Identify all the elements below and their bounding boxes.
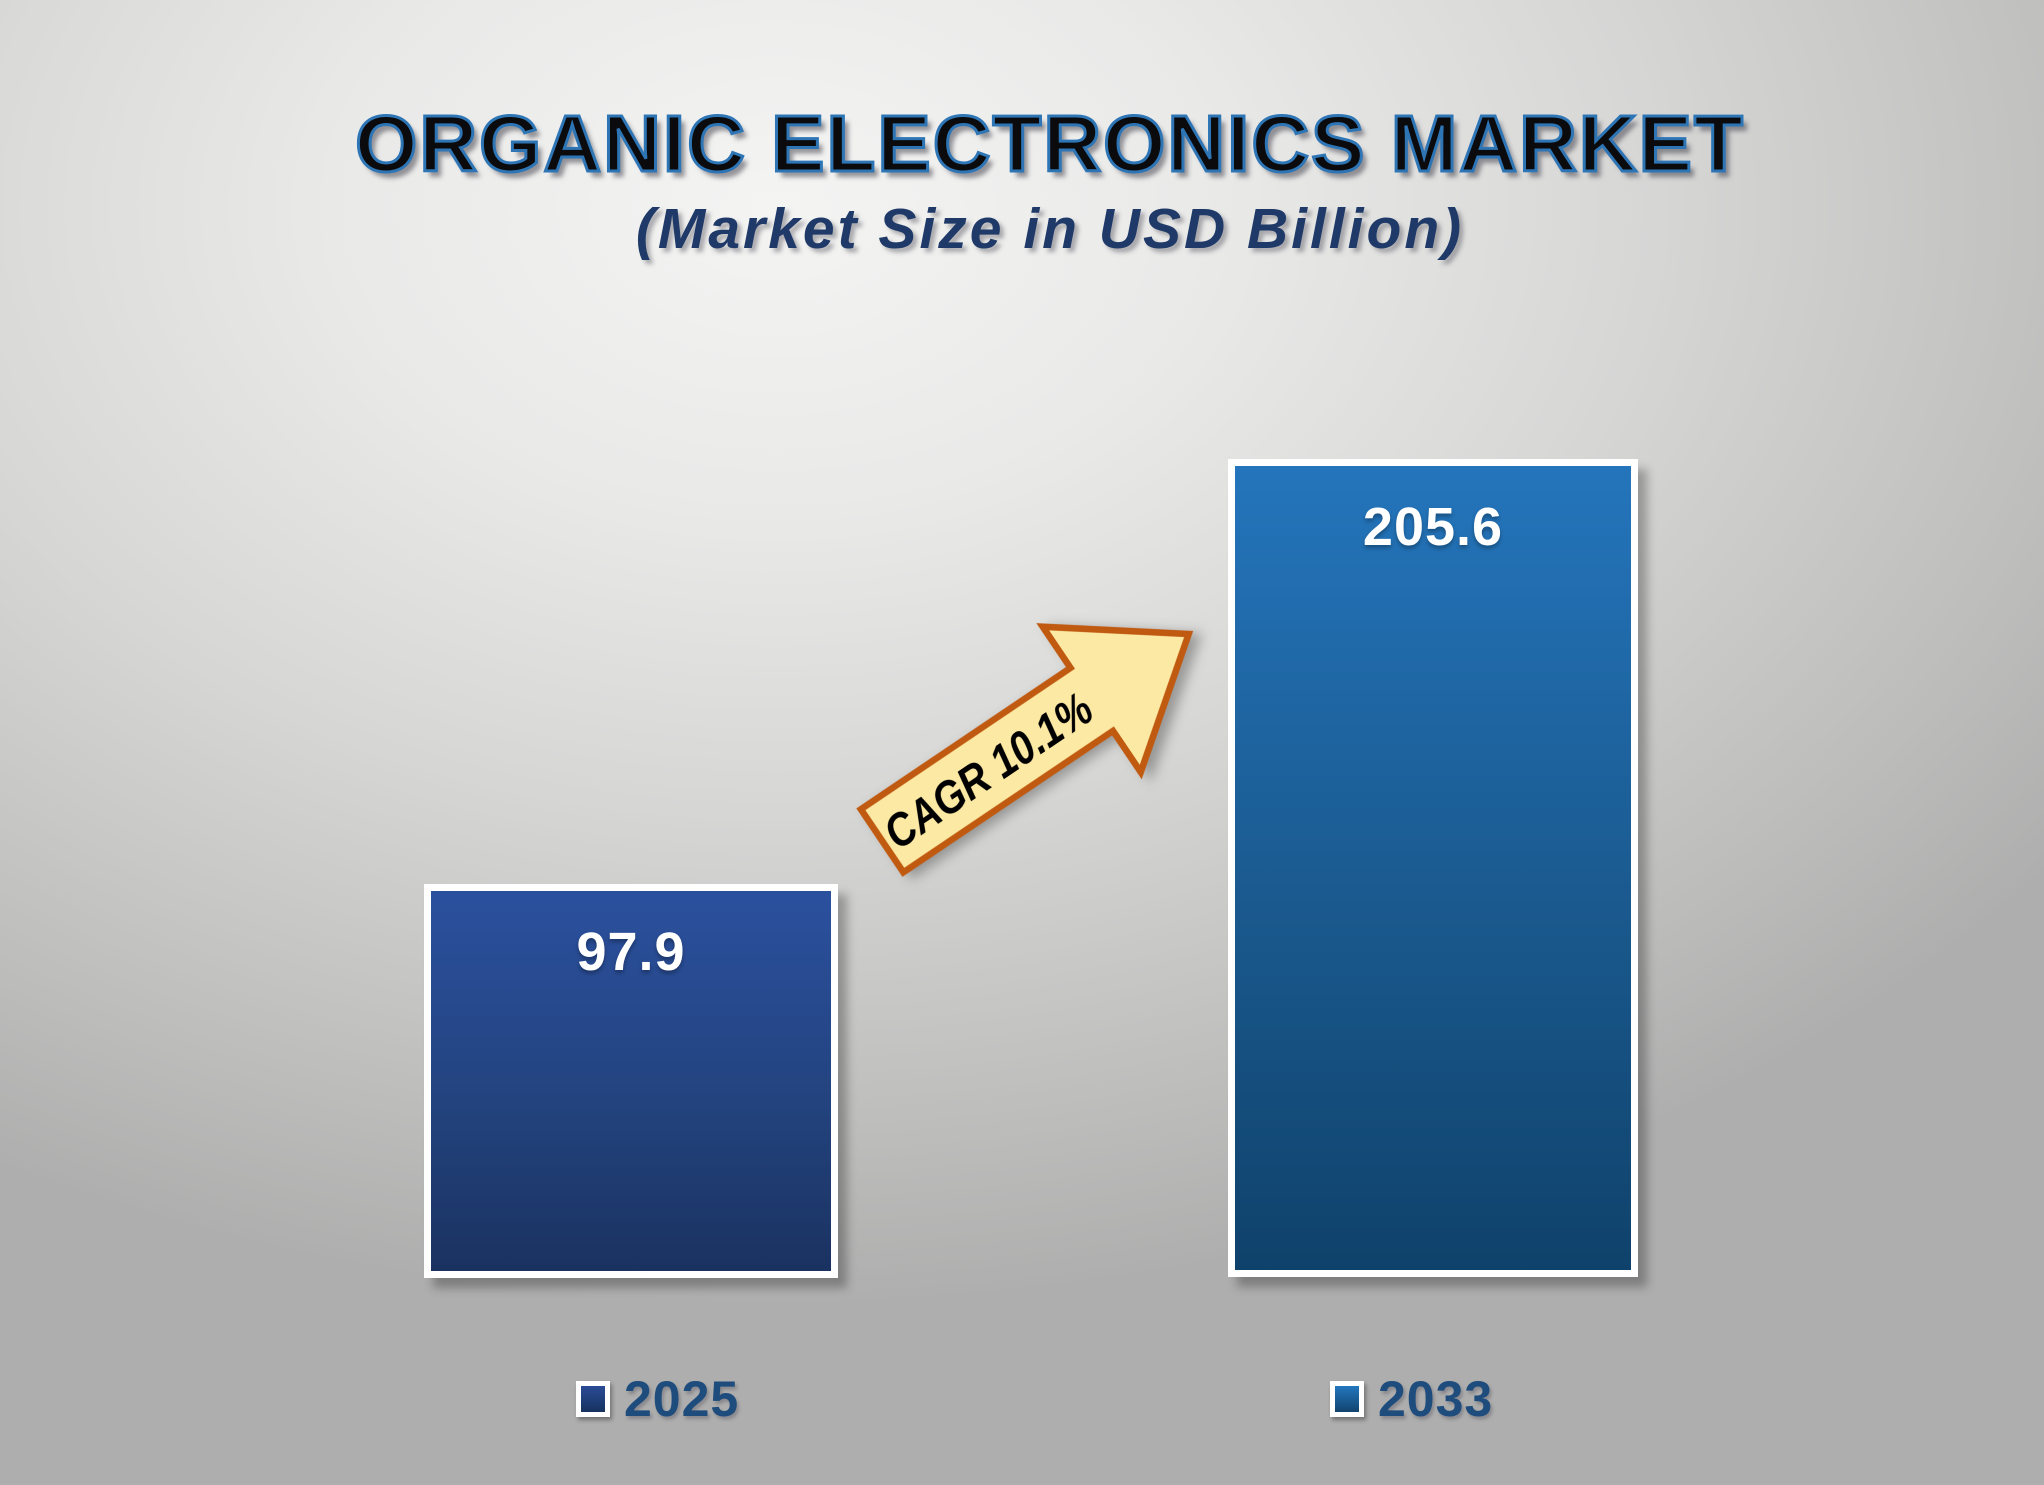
arrow-shape [856,623,1194,877]
bar-2033-value-label: 205.6 [1362,497,1504,557]
legend-label-2025: 2025 [624,1371,740,1427]
bar-2025-value-label: 97.9 [576,922,686,982]
cagr-arrow: CAGR 10.1% [825,552,1246,922]
legend-label-2033: 2033 [1378,1371,1494,1427]
chart-header: ORGANIC ELECTRONICS MARKET (Market Size … [56,0,2044,259]
growth-arrow-icon: CAGR 10.1% [856,623,1194,877]
legend-item-2033: 2033 [1330,1371,1494,1427]
legend-marker-2033-icon [1330,1381,1364,1417]
chart-subtitle: (Market Size in USD Billion) [635,197,1465,261]
legend-marker-2025-icon [576,1381,610,1417]
bar-2025: 97.9 [424,884,838,1278]
chart-title: ORGANIC ELECTRONICS MARKET [354,99,1745,188]
cagr-label: CAGR 10.1% [874,682,1102,859]
bar-2033: 205.6 [1228,459,1638,1277]
legend-item-2025: 2025 [576,1371,740,1427]
